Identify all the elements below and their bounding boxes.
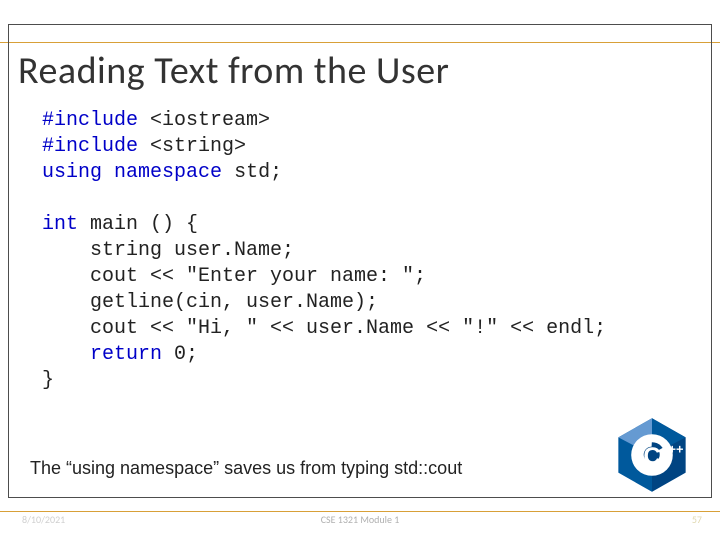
footer-date: 8/10/2021 [22, 513, 65, 526]
accent-line-bottom [0, 511, 720, 512]
page-title: Reading Text from the User [18, 48, 449, 94]
code-text: <string> [138, 135, 246, 158]
code-keyword: return [90, 343, 162, 366]
code-text: main () { [78, 213, 198, 236]
footer-page-number: 57 [692, 513, 702, 526]
code-keyword: #include [42, 135, 138, 158]
code-text [102, 161, 114, 184]
svg-text:++: ++ [669, 441, 684, 456]
code-text: 0; [162, 343, 198, 366]
code-text: } [42, 369, 54, 392]
code-text: string user.Name; [42, 239, 294, 262]
code-keyword: int [42, 213, 78, 236]
code-text: cout << "Hi, " << user.Name << "!" << en… [42, 317, 606, 340]
footer-center: CSE 1321 Module 1 [321, 513, 400, 526]
cpp-logo-icon: C ++ [612, 415, 692, 495]
slide: Reading Text from the User #include <ios… [0, 0, 720, 540]
caption-text: The “using namespace” saves us from typi… [30, 458, 462, 479]
code-keyword: namespace [114, 161, 222, 184]
code-block: #include <iostream> #include <string> us… [42, 108, 606, 394]
code-text: getline(cin, user.Name); [42, 291, 378, 314]
code-text: std; [222, 161, 282, 184]
code-text: cout << "Enter your name: "; [42, 265, 426, 288]
code-keyword: using [42, 161, 102, 184]
code-keyword: #include [42, 109, 138, 132]
code-text [42, 343, 90, 366]
code-text: <iostream> [138, 109, 270, 132]
accent-line-top [0, 42, 720, 43]
svg-text:C: C [643, 443, 660, 470]
